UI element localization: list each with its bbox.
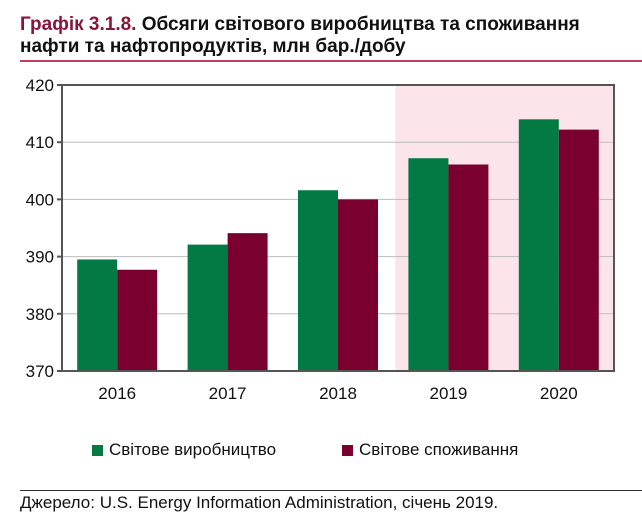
plot-frame bbox=[61, 84, 615, 372]
legend-label: Світове виробництво bbox=[109, 440, 277, 459]
y-tick-label: 370 bbox=[26, 362, 54, 381]
bar-production bbox=[518, 119, 559, 371]
bar-production bbox=[408, 158, 449, 371]
bar-consumption bbox=[227, 233, 268, 371]
legend-item-production: Світове виробництво bbox=[92, 440, 276, 460]
x-tick-label: 2020 bbox=[540, 384, 578, 403]
legend-swatch-production bbox=[92, 444, 103, 456]
chart-number: Графік 3.1.8. bbox=[20, 14, 137, 35]
legend-item-consumption: Світове споживання bbox=[342, 440, 518, 460]
bar-consumption bbox=[558, 129, 599, 371]
x-tick-label: 2018 bbox=[319, 384, 357, 403]
legend-swatch-consumption bbox=[342, 444, 354, 456]
x-tick-label: 2017 bbox=[209, 384, 247, 403]
source-note: Джерело: U.S. Energy Information Adminis… bbox=[20, 490, 642, 513]
y-tick-label: 390 bbox=[26, 248, 54, 267]
y-tick-label: 400 bbox=[26, 190, 54, 209]
bar-consumption bbox=[448, 164, 489, 371]
y-tick-label: 380 bbox=[26, 305, 54, 324]
bar-production bbox=[187, 244, 228, 371]
chart-title-text: Обсяги світового виробництва та споживан… bbox=[20, 14, 580, 57]
bar-production bbox=[298, 190, 338, 371]
bar-consumption bbox=[117, 269, 158, 371]
legend: Світове виробництво Світове споживання bbox=[92, 440, 518, 460]
x-tick-label: 2019 bbox=[429, 384, 467, 403]
bar-consumption bbox=[338, 199, 378, 371]
y-tick-label: 410 bbox=[26, 133, 54, 152]
y-tick-label: 420 bbox=[26, 76, 54, 95]
legend-label: Світове споживання bbox=[359, 440, 519, 459]
bar-production bbox=[77, 259, 118, 371]
x-tick-label: 2016 bbox=[98, 384, 136, 403]
title-divider bbox=[20, 60, 642, 62]
chart-title: Графік 3.1.8. Обсяги світового виробницт… bbox=[20, 14, 630, 58]
